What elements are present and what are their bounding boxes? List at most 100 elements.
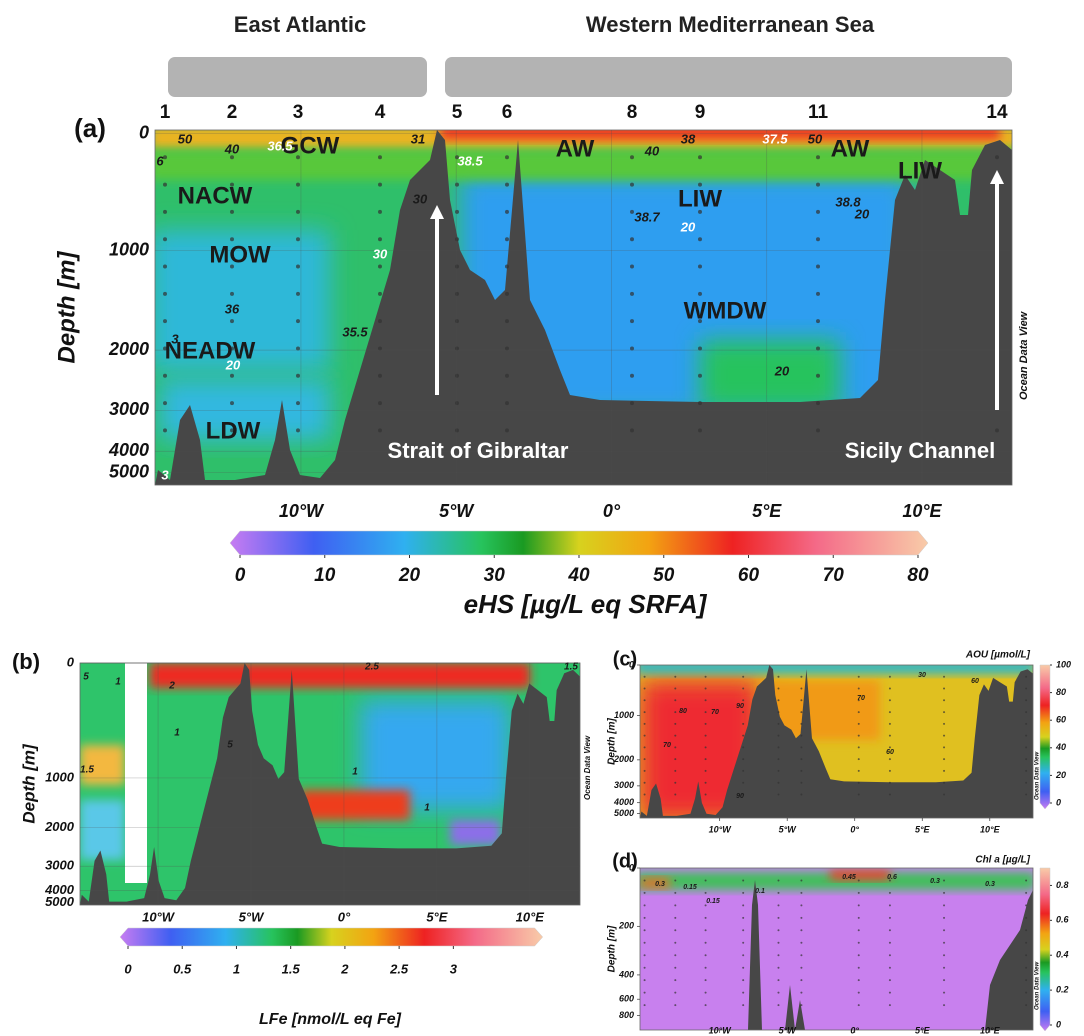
cast-dot [455, 428, 459, 433]
x-tick-label: 10°W [709, 824, 733, 834]
cast-dot [800, 687, 803, 690]
cast-dot [1025, 699, 1028, 702]
cast-dot [674, 734, 677, 737]
cast-dot [888, 699, 891, 702]
cast-dot [800, 891, 803, 894]
cast-dot [1025, 769, 1028, 772]
x-tick-label: 10°W [142, 909, 176, 924]
cast-dot [296, 346, 300, 351]
annotation: GCW [281, 132, 340, 159]
cast-dot [777, 687, 780, 690]
x-tick-label: 5°E [426, 909, 447, 924]
contour-label: 35.5 [342, 324, 368, 339]
panel-label: (a) [74, 113, 106, 143]
cast-dot [163, 291, 167, 296]
contour-label: 31 [411, 131, 425, 146]
contour-label: 1 [424, 803, 430, 814]
cast-dot [630, 346, 634, 351]
cast-dot [888, 675, 891, 678]
contour-label: 0.3 [930, 878, 940, 885]
cast-dot [857, 675, 860, 678]
cast-dot [296, 209, 300, 214]
cast-dot [800, 734, 803, 737]
contour-label: 0.45 [842, 874, 856, 881]
colorbar [1039, 664, 1051, 810]
colorbar-tick-label: 50 [653, 565, 675, 586]
cast-dot [742, 904, 745, 907]
cast-dot [742, 687, 745, 690]
cast-dot [643, 916, 646, 919]
cast-dot [674, 699, 677, 702]
cast-dot [643, 991, 646, 994]
cast-dot [704, 758, 707, 761]
cast-dot [378, 346, 382, 351]
cast-dot [800, 675, 803, 678]
cast-dot [704, 966, 707, 969]
annotation: AW [556, 135, 595, 162]
colorbar-tick-label: 0 [235, 565, 246, 586]
cast-dot [704, 793, 707, 796]
plot-frame [639, 664, 1034, 819]
cast-dot [816, 346, 820, 351]
arrow-head [990, 170, 1004, 184]
colorbar-tick-label: 80 [1056, 687, 1066, 697]
cast-dot [674, 891, 677, 894]
contour-label: 40 [224, 141, 240, 156]
cast-dot [698, 428, 702, 433]
x-tick-label: 5°W [779, 1025, 798, 1035]
cast-dot [800, 722, 803, 725]
cast-dot [505, 209, 509, 214]
cast-dot [674, 904, 677, 907]
cast-dot [888, 734, 891, 737]
cast-dot [630, 155, 634, 160]
cast-dot [742, 711, 745, 714]
cast-dot [378, 291, 382, 296]
cast-dot [800, 966, 803, 969]
colorbar-tick-label: 0.2 [1056, 984, 1069, 994]
cast-dot [857, 758, 860, 761]
contour-label: 50 [178, 131, 193, 146]
cast-dot [1025, 941, 1028, 944]
colorbar-tick-label: 20 [398, 565, 421, 586]
cast-dot [816, 264, 820, 269]
cast-dot [698, 155, 702, 160]
contour-label: 3 [171, 331, 179, 346]
y-tick-label: 600 [619, 994, 634, 1004]
cast-dot [816, 155, 820, 160]
cast-dot [296, 182, 300, 187]
cast-dot [943, 793, 946, 796]
contour-label: 0.1 [755, 888, 765, 895]
x-tick-label: 10°E [980, 824, 1001, 834]
x-tick-label: 10°E [902, 501, 942, 521]
cast-dot [455, 401, 459, 406]
cast-dot [296, 291, 300, 296]
contour-label: 70 [857, 695, 865, 702]
cast-dot [857, 793, 860, 796]
cast-dot [163, 373, 167, 378]
cast-dot [378, 373, 382, 378]
colorbar-tick-label: 1.5 [282, 961, 301, 976]
cast-dot [505, 373, 509, 378]
station-label: 5 [452, 102, 463, 123]
cast-dot [777, 891, 780, 894]
cast-dot [698, 373, 702, 378]
colorbar-tick-label: 80 [907, 565, 929, 586]
cast-dot [742, 793, 745, 796]
cast-dot [698, 319, 702, 324]
cast-dot [643, 687, 646, 690]
cast-dot [643, 966, 646, 969]
cast-dot [643, 769, 646, 772]
cast-dot [857, 904, 860, 907]
cast-dot [1025, 1004, 1028, 1007]
cast-dot [888, 879, 891, 882]
cast-dot [674, 929, 677, 932]
y-tick-label: 1000 [614, 710, 634, 720]
station-label: 8 [627, 102, 638, 123]
cast-dot [698, 237, 702, 242]
cast-dot [777, 904, 780, 907]
cast-dot [704, 954, 707, 957]
cast-dot [643, 1004, 646, 1007]
cast-dot [704, 891, 707, 894]
y-tick-label: 5000 [109, 461, 149, 481]
